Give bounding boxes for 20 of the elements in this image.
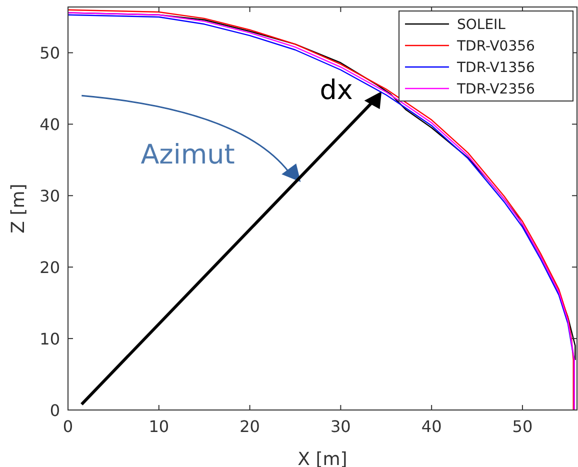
legend-label: TDR-V1356 xyxy=(456,60,536,76)
y-tick-label: 30 xyxy=(40,186,60,206)
x-tick-label: 40 xyxy=(421,417,442,436)
annotation: Azimut xyxy=(140,139,235,170)
legend-label: SOLEIL xyxy=(457,17,506,33)
y-axis-title: Z [m] xyxy=(8,184,29,234)
legend-label: TDR-V0356 xyxy=(456,38,536,54)
x-tick-label: 10 xyxy=(148,417,170,436)
x-tick-label: 50 xyxy=(512,417,533,436)
y-tick-label: 10 xyxy=(40,330,60,349)
y-tick-label: 50 xyxy=(40,44,60,63)
legend-label: TDR-V2356 xyxy=(456,82,536,98)
x-tick-label: 20 xyxy=(240,417,260,436)
x-axis-title: X [m] xyxy=(298,449,348,467)
y-tick-label: 0 xyxy=(50,401,60,420)
y-tick-label: 20 xyxy=(40,258,60,278)
y-tick-label: 40 xyxy=(40,115,60,134)
annotation: dx xyxy=(320,75,353,106)
x-tick-label: 0 xyxy=(62,417,74,436)
x-tick-label: 30 xyxy=(330,417,351,436)
